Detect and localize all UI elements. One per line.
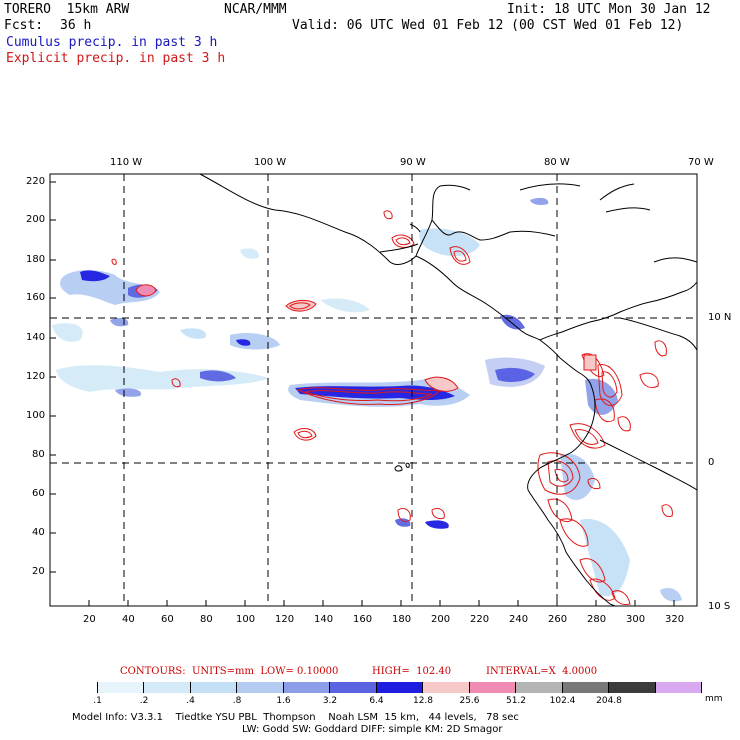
lon-label-110w: 110 W: [110, 157, 143, 168]
colorbar-swatch: [655, 682, 702, 693]
model-name: TORERO 15km ARW: [4, 2, 130, 17]
x-tick-label: 260: [548, 614, 568, 625]
precip-area: [200, 370, 236, 382]
valid-time: Valid: 06 UTC Wed 01 Feb 12 (00 CST Wed …: [292, 18, 684, 33]
colorbar-label: 51.2: [505, 696, 527, 706]
colorbar-swatch: [516, 682, 563, 693]
colorbar-swatch: [144, 682, 191, 693]
y-tick-label: 40: [32, 527, 45, 538]
precip-area: [115, 388, 141, 397]
y-tick-label: 200: [26, 214, 46, 225]
colorbar-label: 6.4: [369, 696, 384, 706]
x-tick-label: 160: [353, 614, 373, 625]
precip-area: [180, 328, 206, 339]
y-tick-label: 60: [32, 488, 45, 499]
precip-area: [485, 357, 545, 387]
x-tick-label: 140: [314, 614, 334, 625]
colorbar-swatch: [330, 682, 377, 693]
contour-high: HIGH= 102.40: [372, 666, 452, 677]
colorbar-swatch: [423, 682, 470, 693]
y-tick-label: 80: [32, 449, 45, 460]
x-tick-label: 120: [275, 614, 295, 625]
lon-label-100w: 100 W: [254, 157, 287, 168]
colorbar-swatch: [609, 682, 656, 693]
model-info-line2: LW: Godd SW: Goddard DIFF: simple KM: 2D…: [242, 724, 503, 735]
colorbar-label: .2: [139, 696, 149, 706]
lat-label-0: 0: [708, 457, 715, 468]
precip-area: [419, 228, 480, 257]
x-tick-label: 240: [509, 614, 529, 625]
y-tick-label: 180: [26, 254, 46, 265]
lat-label-10s: 10 S: [708, 601, 731, 612]
lon-label-70w: 70 W: [688, 157, 714, 168]
init-time: Init: 18 UTC Mon 30 Jan 12: [507, 2, 711, 17]
colorbar-label: 204.8: [596, 696, 622, 706]
x-tick-label: 320: [665, 614, 685, 625]
colorbar-label: 102.4: [549, 696, 576, 706]
colorbar-label: 3.2: [322, 696, 338, 706]
coastlines: [199, 173, 698, 607]
x-tick-label: 100: [236, 614, 256, 625]
axis-ticks: [50, 181, 675, 606]
model-info-line1: Model Info: V3.3.1 Tiedtke YSU PBL Thomp…: [72, 712, 519, 723]
explicit-precip-contours: [111, 210, 673, 605]
lat-label-10n: 10 N: [708, 312, 732, 323]
colorbar-swatch: [51, 682, 98, 693]
y-tick-label: 140: [26, 332, 46, 343]
precip-area: [560, 453, 595, 500]
x-tick-label: 300: [626, 614, 646, 625]
x-tick-label: 80: [200, 614, 213, 625]
contour-units-low: CONTOURS: UNITS=mm LOW= 0.10000: [120, 666, 339, 677]
forecast-label: Fcst:: [4, 18, 44, 33]
x-tick-label: 220: [470, 614, 490, 625]
colorbar-label: 25.6: [459, 696, 480, 706]
precip-area: [320, 298, 370, 313]
colorbar-label: .1: [93, 696, 102, 706]
precip-area: [240, 248, 259, 259]
y-tick-label: 220: [26, 176, 46, 187]
precip-area: [580, 519, 630, 597]
precip-area: [530, 197, 549, 205]
cumulus-legend: Cumulus precip. in past 3 h: [6, 35, 218, 50]
colorbar-label: 1.6: [276, 696, 291, 706]
y-tick-label: 160: [26, 292, 46, 303]
precip-area: [425, 520, 449, 529]
y-tick-label: 120: [26, 371, 46, 382]
precip-area: [80, 270, 110, 282]
colorbar-swatch: [469, 682, 516, 693]
colorbar-swatch: [283, 682, 330, 693]
forecast-hour: 36 h: [60, 18, 92, 33]
organization: NCAR/MMM: [224, 2, 287, 17]
graticule: [50, 174, 697, 606]
colorbar-swatch: [97, 682, 144, 693]
x-tick-label: 180: [392, 614, 412, 625]
lon-label-90w: 90 W: [400, 157, 426, 168]
contour-interval: INTERVAL=X 4.0000: [486, 666, 598, 677]
precip-area: [52, 323, 83, 342]
colorbar-swatch: [190, 682, 237, 693]
y-tick-label: 20: [32, 566, 45, 577]
precip-area: [395, 518, 411, 527]
x-tick-label: 60: [161, 614, 174, 625]
explicit-legend: Explicit precip. in past 3 h: [6, 51, 226, 66]
colorbar-units: mm: [705, 694, 723, 704]
colorbar-label: 12.8: [412, 696, 434, 706]
colorbar-swatch: [376, 682, 423, 693]
x-tick-label: 20: [83, 614, 96, 625]
precip-area: [660, 588, 682, 602]
colorbar-label: .8: [232, 696, 242, 706]
lon-label-80w: 80 W: [544, 157, 570, 168]
y-tick-label: 100: [26, 410, 46, 421]
colorbar-swatch: [237, 682, 284, 693]
x-tick-label: 200: [431, 614, 451, 625]
x-tick-label: 280: [587, 614, 607, 625]
colorbar-swatch: [562, 682, 609, 693]
x-tick-label: 40: [122, 614, 135, 625]
colorbar-label: .4: [186, 696, 195, 706]
precip-area: [236, 339, 251, 346]
